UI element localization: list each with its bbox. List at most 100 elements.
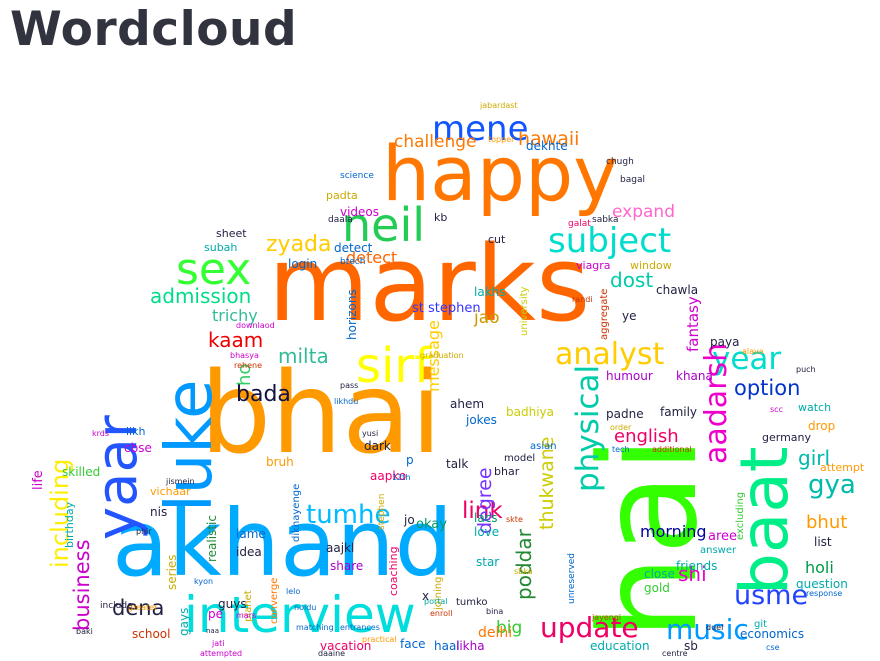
word: baki xyxy=(76,627,93,636)
word: skilled xyxy=(62,465,101,479)
word: detect xyxy=(334,241,373,255)
word: cse xyxy=(766,643,780,652)
word: paya xyxy=(710,335,740,349)
word: daala xyxy=(328,215,353,225)
word: dikhayenge xyxy=(291,483,302,542)
wordcloud: bhai hai marks akhand happy luke baat ya… xyxy=(0,90,880,661)
word: attempt xyxy=(820,461,865,474)
word: yusi xyxy=(362,429,379,438)
word: holi xyxy=(805,558,834,577)
word: science xyxy=(340,171,374,181)
word: centre xyxy=(662,649,688,658)
word: dena xyxy=(112,596,165,620)
word: unreserved xyxy=(567,553,577,604)
word: sb xyxy=(684,639,698,653)
word: coaching xyxy=(387,546,400,596)
word: subject xyxy=(548,221,672,261)
word: puch xyxy=(796,365,816,374)
word: life xyxy=(31,470,46,490)
word: phir xyxy=(136,527,152,536)
word: option xyxy=(734,376,801,400)
word: include xyxy=(100,601,133,611)
word: neil xyxy=(342,198,426,252)
word: morning xyxy=(640,522,707,541)
word: kyon xyxy=(194,577,214,586)
word: poddar xyxy=(512,529,536,600)
word: bhut xyxy=(806,512,848,533)
word: downlaod xyxy=(236,321,275,330)
word: jismein xyxy=(166,477,195,486)
word: close xyxy=(644,567,675,581)
word: talk xyxy=(446,457,469,471)
word: entrances xyxy=(340,623,380,632)
word: economics xyxy=(740,627,805,641)
word: sirf xyxy=(356,338,431,394)
word: subah xyxy=(204,241,238,254)
word: big xyxy=(496,618,523,638)
word: tumko xyxy=(456,597,488,608)
word: aadarsh xyxy=(699,342,734,464)
word: padta xyxy=(326,189,358,202)
word: sex xyxy=(176,244,252,295)
word: question xyxy=(796,577,848,591)
word: lame xyxy=(236,527,266,541)
word: sheet xyxy=(216,227,247,240)
word: st stephen xyxy=(412,301,481,316)
word: portal xyxy=(424,597,448,606)
word: window xyxy=(630,259,672,272)
word: kaam xyxy=(208,328,264,352)
word: delhi xyxy=(478,625,513,641)
word: asian xyxy=(530,441,557,452)
word: matching xyxy=(296,623,334,632)
word: university xyxy=(519,286,530,336)
word: cut xyxy=(488,233,506,246)
word: naa xyxy=(206,627,220,635)
word: sabka xyxy=(592,215,619,225)
word: tumhe xyxy=(306,500,391,530)
word: humour xyxy=(606,369,653,383)
word: excluding xyxy=(735,491,746,540)
word: analyst xyxy=(555,337,665,372)
word: idea xyxy=(236,545,262,559)
word: lakhs xyxy=(474,285,506,299)
word: horizons xyxy=(345,289,359,340)
word: guys xyxy=(218,597,247,611)
word: sbka xyxy=(514,567,533,576)
word: bruh xyxy=(266,455,294,469)
word: friends xyxy=(676,559,718,573)
word: birthday xyxy=(63,501,76,548)
word: face xyxy=(400,637,426,651)
word: share xyxy=(330,559,364,573)
word: viagra xyxy=(576,259,611,272)
word: greater xyxy=(128,603,158,612)
word: aajkl xyxy=(326,541,355,555)
word: duel xyxy=(706,623,724,632)
word: likhdu xyxy=(334,397,359,406)
word: mene xyxy=(432,109,529,149)
word: model xyxy=(504,453,536,464)
word: jati xyxy=(212,639,225,648)
word: marks xyxy=(268,223,591,345)
word: p xyxy=(406,453,414,467)
word: bhasya xyxy=(230,351,259,360)
word: galat xyxy=(568,219,591,229)
word: bina xyxy=(486,607,504,616)
word: dark xyxy=(364,439,391,453)
word: hawaii xyxy=(518,128,580,150)
word: pe xyxy=(208,607,223,621)
word: videos xyxy=(340,205,380,219)
word: trichy xyxy=(212,306,258,325)
word: enroll xyxy=(430,609,453,618)
word: badhiya xyxy=(506,405,554,419)
word: attempted xyxy=(200,649,243,658)
word: zyada xyxy=(266,232,332,257)
word: answer xyxy=(700,545,737,556)
word: vichaar xyxy=(150,485,191,498)
word: ye xyxy=(622,309,637,323)
word: jokes xyxy=(466,413,497,427)
word: x xyxy=(422,589,430,603)
word: school xyxy=(132,627,171,641)
word: tech xyxy=(612,445,630,454)
word: graduation xyxy=(420,351,464,360)
word: admission xyxy=(150,284,252,308)
